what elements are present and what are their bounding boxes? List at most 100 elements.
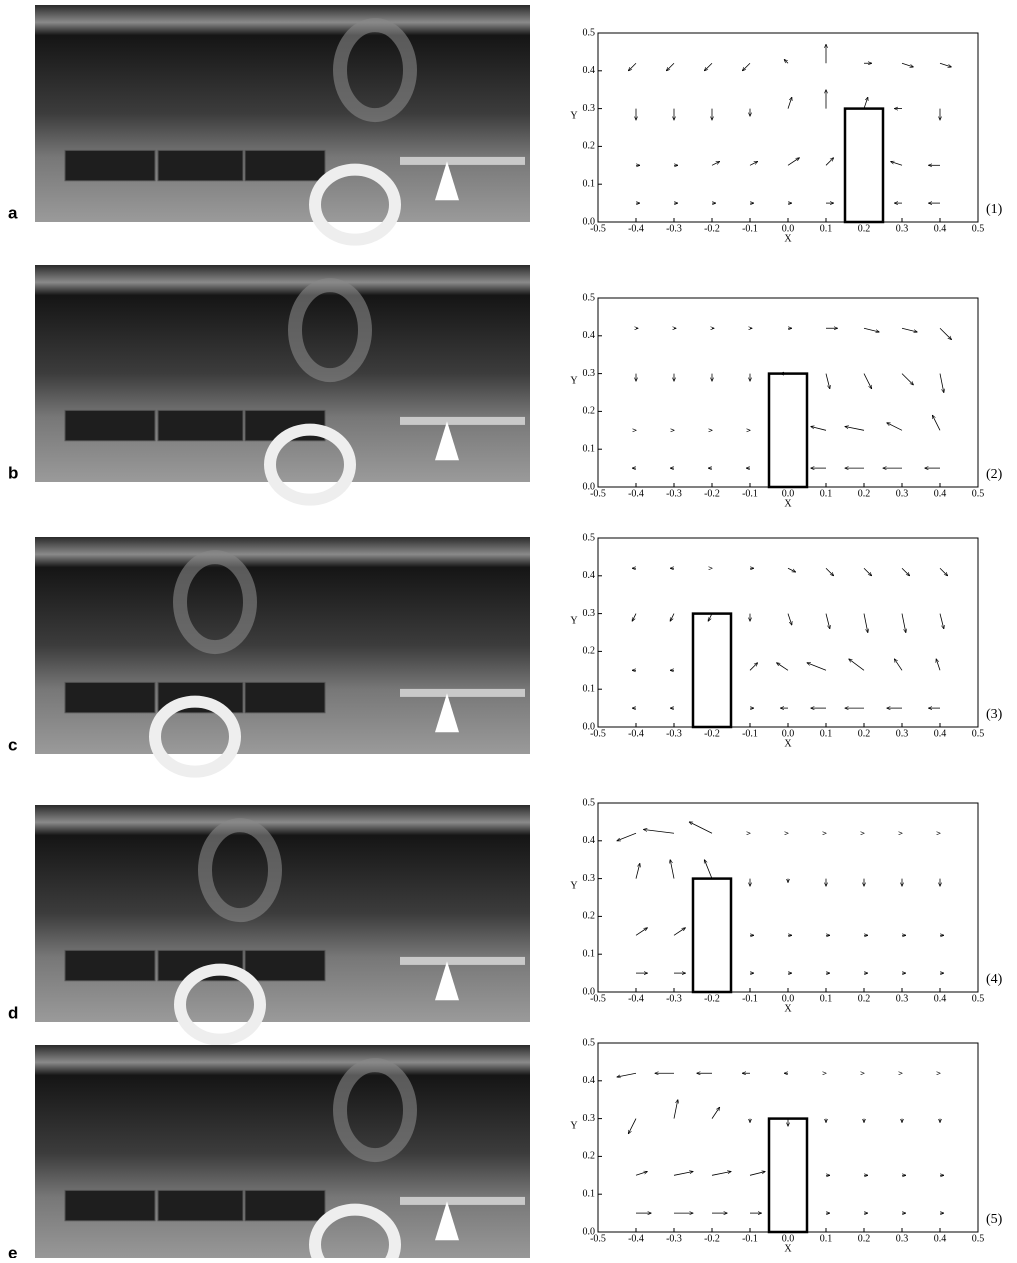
x-tick-label: 0.2 <box>858 993 871 1004</box>
photo-label: c <box>8 735 17 754</box>
y-tick-label: 0.0 <box>583 721 596 732</box>
photo-block <box>158 1190 243 1220</box>
panel-label: (3) <box>986 707 1003 722</box>
photo-label: a <box>8 203 18 222</box>
y-tick-label: 0.1 <box>583 683 596 694</box>
photo-block <box>65 1190 155 1220</box>
obstacle <box>693 879 731 992</box>
x-tick-label: 0.4 <box>934 488 947 499</box>
x-tick-label: -0.4 <box>628 993 644 1004</box>
x-tick-label: 0.1 <box>820 488 833 499</box>
photo-block <box>245 150 325 180</box>
x-tick-label: 0.5 <box>972 993 985 1004</box>
x-tick-label: 0.2 <box>858 728 871 739</box>
y-tick-label: 0.3 <box>583 1113 596 1124</box>
x-tick-label: -0.2 <box>704 1233 720 1244</box>
y-axis-label: Y <box>570 615 577 626</box>
y-tick-label: 0.0 <box>583 1226 596 1237</box>
x-tick-label: -0.1 <box>742 488 758 499</box>
panel-label: (2) <box>986 467 1003 482</box>
panel-label: (5) <box>986 1212 1003 1227</box>
x-tick-label: 0.5 <box>972 488 985 499</box>
photo-label: b <box>8 463 18 482</box>
x-tick-label: 0.1 <box>820 223 833 234</box>
x-tick-label: 0.3 <box>896 728 909 739</box>
y-axis-label: Y <box>570 110 577 121</box>
photo-frame <box>35 1045 530 1258</box>
y-tick-label: 0.1 <box>583 948 596 959</box>
photo <box>35 805 530 1040</box>
quiver-plot: -0.5-0.4-0.3-0.2-0.10.00.10.20.30.40.50.… <box>570 532 1002 749</box>
photo-block <box>158 150 243 180</box>
y-axis-label: Y <box>570 1120 577 1131</box>
photo-frame <box>35 5 530 222</box>
y-tick-label: 0.0 <box>583 481 596 492</box>
photo-block <box>65 950 155 980</box>
x-tick-label: 0.5 <box>972 223 985 234</box>
photo-block <box>245 682 325 712</box>
obstacle <box>845 109 883 222</box>
photo-streak <box>400 689 525 697</box>
y-tick-label: 0.1 <box>583 443 596 454</box>
x-tick-label: -0.2 <box>704 993 720 1004</box>
photo-label: e <box>8 1243 17 1258</box>
x-tick-label: 0.3 <box>896 488 909 499</box>
photo <box>35 5 530 240</box>
x-tick-label: 0.2 <box>858 1233 871 1244</box>
y-tick-label: 0.5 <box>583 1037 596 1048</box>
y-tick-label: 0.2 <box>583 911 596 922</box>
x-tick-label: 0.5 <box>972 728 985 739</box>
y-tick-label: 0.5 <box>583 532 596 543</box>
x-tick-label: 0.3 <box>896 993 909 1004</box>
y-tick-label: 0.5 <box>583 27 596 38</box>
panel-label: (4) <box>986 972 1003 987</box>
y-tick-label: 0.2 <box>583 141 596 152</box>
x-tick-label: 0.3 <box>896 1233 909 1244</box>
photo <box>35 1045 530 1258</box>
y-tick-label: 0.3 <box>583 873 596 884</box>
x-tick-label: 0.1 <box>820 728 833 739</box>
x-tick-label: -0.3 <box>666 728 682 739</box>
x-tick-label: 0.2 <box>858 488 871 499</box>
x-tick-label: -0.3 <box>666 223 682 234</box>
photo-frame <box>35 537 530 754</box>
photo-block <box>245 950 325 980</box>
photo <box>35 537 530 772</box>
y-tick-label: 0.1 <box>583 1188 596 1199</box>
x-tick-label: -0.1 <box>742 728 758 739</box>
y-tick-label: 0.2 <box>583 646 596 657</box>
y-tick-label: 0.4 <box>583 65 596 76</box>
x-tick-label: 0.5 <box>972 1233 985 1244</box>
photo-block <box>65 682 155 712</box>
x-tick-label: 0.4 <box>934 1233 947 1244</box>
photo-streak <box>400 157 525 165</box>
y-tick-label: 0.3 <box>583 608 596 619</box>
x-tick-label: 0.1 <box>820 1233 833 1244</box>
x-tick-label: 0.4 <box>934 223 947 234</box>
y-tick-label: 0.5 <box>583 292 596 303</box>
x-tick-label: 0.4 <box>934 728 947 739</box>
y-tick-label: 0.3 <box>583 368 596 379</box>
photo-block <box>65 150 155 180</box>
y-tick-label: 0.0 <box>583 986 596 997</box>
photo <box>35 265 530 500</box>
obstacle <box>693 614 731 727</box>
obstacle <box>769 374 807 487</box>
photo-label: d <box>8 1003 18 1022</box>
x-tick-label: -0.1 <box>742 1233 758 1244</box>
y-tick-label: 0.4 <box>583 835 596 846</box>
x-tick-label: -0.1 <box>742 223 758 234</box>
x-axis-label: X <box>784 233 792 244</box>
y-tick-label: 0.3 <box>583 103 596 114</box>
y-axis-label: Y <box>570 880 577 891</box>
photo-streak <box>400 1197 525 1205</box>
y-tick-label: 0.5 <box>583 797 596 808</box>
y-axis-label: Y <box>570 375 577 386</box>
x-tick-label: 0.1 <box>820 993 833 1004</box>
figure: abcde-0.5-0.4-0.3-0.2-0.10.00.10.20.30.4… <box>0 0 1017 1258</box>
x-axis-label: X <box>784 738 792 749</box>
photo-block <box>158 410 243 440</box>
